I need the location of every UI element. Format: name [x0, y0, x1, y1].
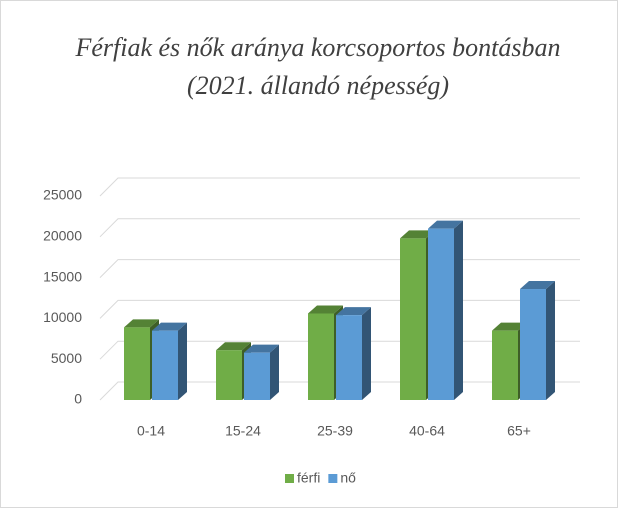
bar-front [216, 350, 242, 400]
x-tick-label: 65+ [507, 423, 531, 439]
bar-front [244, 352, 270, 400]
bar-front [492, 330, 518, 400]
y-tick-label: 20000 [43, 228, 82, 244]
bar-front [308, 313, 334, 400]
x-tick-label: 15-24 [225, 423, 261, 439]
bar [336, 307, 371, 400]
bar-top [400, 230, 435, 239]
legend-label: férfi [297, 470, 320, 486]
bar [216, 342, 251, 400]
legend-swatch [285, 474, 294, 483]
bar-front [152, 330, 178, 400]
chart-title: Férfiak és nők aránya korcsoportos bontá… [74, 33, 560, 62]
bar-top [244, 344, 279, 353]
grid-line [99, 218, 580, 238]
bar-top [308, 305, 343, 314]
grid-line [99, 177, 580, 197]
x-tick-label: 25-39 [317, 423, 353, 439]
bar-front [124, 327, 150, 400]
bar-top [216, 342, 251, 351]
x-tick-label: 0-14 [137, 423, 165, 439]
bar-side [546, 281, 555, 400]
bar-top [152, 322, 187, 331]
bar [244, 344, 279, 400]
bar-side [362, 307, 371, 400]
bar [520, 281, 555, 400]
bar-top [428, 220, 463, 229]
y-tick-label: 10000 [43, 309, 82, 325]
bar-front [336, 315, 362, 400]
bar-top [336, 307, 371, 316]
bar-top [124, 319, 159, 328]
bar-top [492, 322, 527, 331]
y-tick-label: 0 [74, 391, 82, 407]
y-tick-label: 25000 [43, 187, 82, 203]
bar-side [178, 322, 187, 400]
bar [152, 322, 187, 400]
bar-front [400, 238, 426, 400]
y-tick-label: 5000 [51, 350, 82, 366]
bar-side [454, 220, 463, 400]
x-tick-label: 40-64 [409, 423, 445, 439]
chart-subtitle: (2021. állandó népesség) [187, 71, 449, 100]
bar-front [520, 289, 546, 400]
legend-label: nő [340, 470, 356, 486]
y-tick-label: 15000 [43, 268, 82, 284]
bar [428, 220, 463, 400]
bar-side [270, 344, 279, 400]
legend-swatch [328, 474, 338, 483]
bar-top [520, 281, 555, 290]
bar-front [428, 228, 454, 400]
